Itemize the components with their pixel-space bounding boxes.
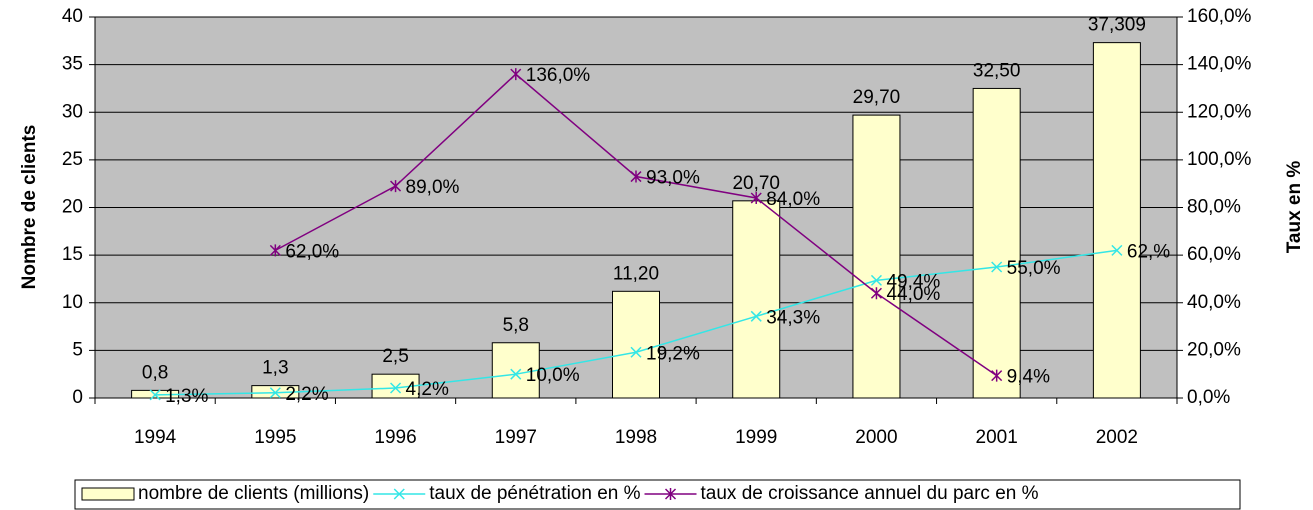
marker — [750, 191, 762, 204]
bar-value-label: 20,70 — [732, 173, 780, 194]
x-tick-label: 1999 — [735, 427, 777, 448]
legend-swatch — [81, 487, 135, 501]
bar — [371, 373, 420, 399]
marker — [630, 170, 642, 183]
y2-tick-label: 60,0% — [1187, 244, 1241, 265]
line-value-label: 2,2% — [285, 384, 328, 405]
line-value-label: 89,0% — [406, 177, 460, 198]
marker — [269, 244, 281, 257]
marker — [870, 287, 882, 300]
y2-tick-label: 0,0% — [1187, 387, 1230, 408]
y-axis-title: Nombre de clients — [19, 125, 40, 290]
legend-marker — [664, 488, 677, 500]
x-tick-label: 1997 — [495, 427, 537, 448]
marker — [1111, 244, 1123, 256]
line-value-label: 44,0% — [886, 284, 940, 305]
y-tick-label: 30 — [62, 101, 83, 122]
marker — [991, 261, 1003, 273]
legend-label: nombre de clients (millions) — [138, 483, 369, 504]
line-value-label: 62,0% — [285, 241, 339, 262]
bar — [972, 87, 1021, 399]
line-value-label: 9,4% — [1007, 367, 1050, 388]
marker — [991, 369, 1003, 382]
y2-tick-label: 160,0% — [1187, 6, 1252, 27]
y2-tick-label: 40,0% — [1187, 292, 1241, 313]
bar-value-label: 11,20 — [613, 263, 659, 284]
line-value-label: 84,0% — [766, 189, 820, 210]
x-tick-label: 1995 — [254, 427, 296, 448]
bar — [852, 114, 901, 399]
line-value-label: 4,2% — [406, 379, 449, 400]
bar — [1092, 42, 1141, 399]
line-value-label: 19,2% — [646, 343, 700, 364]
line-value-label: 1,3% — [165, 386, 208, 407]
y-tick-label: 35 — [62, 54, 83, 75]
y2-tick-label: 120,0% — [1187, 101, 1252, 122]
line-value-label: 136,0% — [526, 65, 591, 86]
bar-value-label: 1,3 — [262, 358, 288, 379]
marker — [269, 387, 281, 399]
y-tick-label: 0 — [72, 387, 83, 408]
x-tick-label: 1998 — [615, 427, 657, 448]
marker — [149, 389, 161, 401]
x-tick-label: 1994 — [134, 427, 177, 448]
y2-tick-label: 100,0% — [1187, 149, 1252, 170]
marker — [750, 310, 762, 322]
line-value-label: 62,% — [1127, 241, 1170, 262]
bar — [732, 200, 781, 399]
y-tick-label: 5 — [72, 339, 83, 360]
x-tick-label: 2001 — [976, 427, 1018, 448]
x-tick-label: 1996 — [374, 427, 416, 448]
y2-tick-label: 20,0% — [1187, 339, 1241, 360]
x-tick-label: 2000 — [855, 427, 897, 448]
marker — [390, 180, 402, 193]
bar-value-label: 37,309 — [1088, 15, 1146, 36]
marker — [870, 274, 882, 286]
line-value-label: 34,3% — [766, 307, 820, 328]
marker — [390, 382, 402, 394]
y-tick-label: 25 — [62, 149, 83, 170]
bar-value-label: 32,50 — [973, 60, 1021, 81]
y-tick-label: 20 — [62, 197, 83, 218]
line-value-label: 93,0% — [646, 168, 700, 189]
y-tick-label: 40 — [62, 6, 83, 27]
x-tick-label: 2002 — [1096, 427, 1138, 448]
bar-value-label: 0,8 — [142, 362, 168, 383]
marker — [630, 346, 642, 358]
bar-value-label: 29,70 — [853, 87, 901, 108]
marker — [510, 68, 522, 81]
bar-value-label: 5,8 — [503, 315, 529, 336]
line-value-label: 49,4% — [886, 271, 940, 292]
bar — [491, 342, 540, 399]
y-tick-label: 15 — [62, 244, 83, 265]
y2-axis-title: Taux en % — [1284, 161, 1305, 254]
bar-value-label: 2,5 — [382, 346, 408, 367]
y-tick-label: 10 — [62, 292, 83, 313]
line-value-label: 55,0% — [1007, 258, 1061, 279]
marker — [510, 368, 522, 380]
legend-label: taux de croissance annuel du parc en % — [701, 483, 1039, 504]
legend-marker — [393, 488, 405, 500]
y2-tick-label: 140,0% — [1187, 54, 1252, 75]
line-value-label: 10,0% — [526, 365, 580, 386]
y2-tick-label: 80,0% — [1187, 197, 1241, 218]
bar — [612, 290, 660, 399]
legend-label: taux de pénétration en % — [429, 483, 640, 504]
